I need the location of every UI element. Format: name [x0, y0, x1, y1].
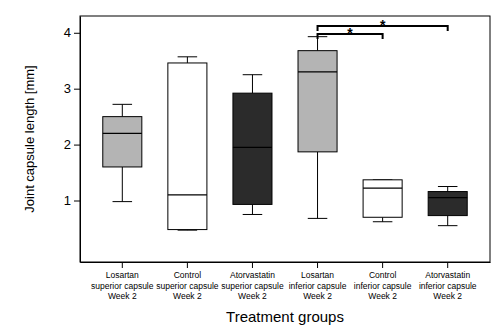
significance-bracket: * [318, 17, 448, 33]
cap-lower [113, 201, 133, 202]
y-tick: 1 [64, 193, 80, 208]
y-tick: 3 [64, 81, 80, 96]
y-tick-label: 2 [64, 137, 71, 152]
plot: 1234Losartansuperior capsuleWeek 2Contro… [64, 16, 491, 301]
box [103, 117, 142, 167]
median [428, 197, 467, 198]
box-group [298, 37, 337, 219]
y-axis: 1 2 3 4 [64, 17, 81, 263]
box-group [428, 187, 467, 226]
x-tick-mark [122, 262, 123, 268]
cap-upper [113, 104, 133, 105]
box [363, 180, 402, 217]
x-tick-label: Losartansuperior capsuleWeek 2 [91, 270, 154, 301]
cap-upper [243, 74, 263, 75]
x-tick [382, 262, 383, 268]
box [298, 51, 337, 152]
whisker-lower [382, 217, 383, 221]
x-tick [122, 262, 123, 268]
x-tick-mark [187, 262, 188, 268]
box-group [103, 104, 142, 201]
boxes [103, 37, 467, 230]
whisker-lower [252, 204, 253, 214]
median [298, 71, 337, 72]
x-tick [252, 262, 253, 268]
whisker-upper [252, 75, 253, 93]
box-group [363, 180, 402, 222]
cap-lower [243, 214, 263, 215]
x-tick-mark [317, 262, 318, 268]
y-tick-mark [74, 89, 80, 90]
x-tick-mark [252, 262, 253, 268]
significance-label: * [380, 17, 386, 33]
box-group [233, 75, 272, 215]
plot-frame [80, 16, 490, 262]
x-tick-label: Atorvastatininferior capsuleWeek 2 [419, 270, 477, 301]
y-axis-title: Joint capsule length [mm] [22, 65, 37, 212]
y-tick-label: 3 [64, 81, 71, 96]
median [233, 147, 272, 148]
x-tick-label: Losartaninferior capsuleWeek 2 [289, 270, 347, 301]
y-tick: 2 [64, 137, 80, 152]
significance-label: * [347, 25, 353, 41]
x-tick-label: Controlsuperior capsuleWeek 2 [156, 270, 219, 301]
significance-bracket: * [318, 25, 383, 41]
median [363, 188, 402, 189]
whisker-upper [122, 104, 123, 116]
y-tick: 4 [64, 25, 80, 40]
x-tick-mark [447, 262, 448, 268]
box [168, 63, 207, 230]
cap-lower [373, 221, 393, 222]
x-tick-label: Controlinferior capsuleWeek 2 [354, 270, 412, 301]
y-tick-label: 1 [64, 193, 71, 208]
y-tick-mark [74, 201, 80, 202]
whisker-upper [447, 187, 448, 192]
median [103, 133, 142, 134]
y-tick-mark [74, 33, 80, 34]
whisker-lower [122, 167, 123, 202]
x-axis-title: Treatment groups [226, 308, 344, 325]
x-tick-label: Atorvastatinsuperior capsuleWeek 2 [221, 270, 284, 301]
cap-upper [178, 56, 198, 57]
median [168, 194, 207, 195]
chart: 1234Losartansuperior capsuleWeek 2Contro… [0, 0, 500, 328]
box [428, 192, 467, 216]
x-tick [187, 262, 188, 268]
y-tick-label: 4 [64, 25, 71, 40]
whisker-lower [447, 216, 448, 226]
cap-upper [438, 186, 458, 187]
box [233, 93, 272, 204]
x-axis [81, 262, 491, 268]
y-axis-line [80, 17, 81, 263]
x-axis-line [81, 262, 491, 263]
x-tick [317, 262, 318, 268]
cap-lower [308, 218, 328, 219]
y-tick-mark [74, 145, 80, 146]
whisker-lower [317, 152, 318, 219]
x-tick-mark [382, 262, 383, 268]
whisker-upper [187, 57, 188, 63]
cap-lower [438, 225, 458, 226]
x-tick [447, 262, 448, 268]
box-group [168, 57, 207, 230]
